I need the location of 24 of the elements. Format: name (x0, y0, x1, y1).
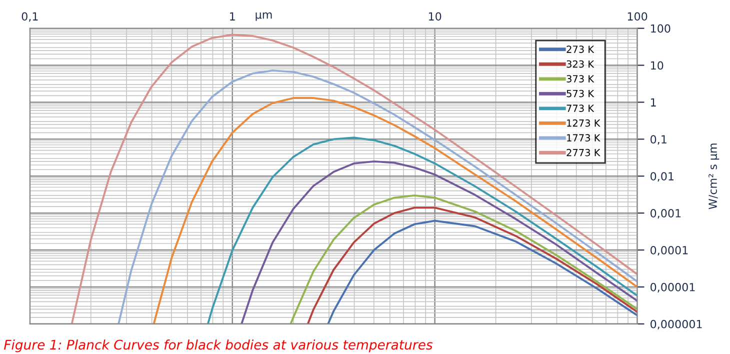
x-tick-label: 0,1 (22, 12, 38, 22)
legend-label: 573 K (566, 90, 594, 98)
y-axis-title: W/cm² s µm (708, 144, 720, 210)
legend-label: 773 K (566, 104, 594, 112)
x-tick-label: 100 (628, 12, 648, 21)
y-tick-label: 0,01 (650, 172, 674, 182)
y-tick-label: 0,1 (650, 135, 666, 145)
x-tick-label: 1 (230, 12, 235, 20)
legend-label: 1273 K (567, 119, 600, 127)
y-tick-label: 100 (651, 24, 670, 33)
legend-label: 373 K (566, 75, 594, 82)
legend-label: 1773 K (567, 134, 600, 142)
y-tick-label: 0,001 (650, 209, 681, 219)
y-tick-label: 0,00001 (650, 282, 695, 292)
y-tick-label: 0,000001 (650, 320, 702, 330)
x-axis-title: µm (256, 12, 272, 21)
legend-label: 323 K (566, 60, 594, 68)
legend-label: 2773 K (566, 148, 600, 156)
caption: Figure 1: Planck Curves for black bodies at various temperatures (4, 339, 433, 352)
y-tick-label: 1 (651, 98, 656, 106)
y-tick-label: 0,0001 (650, 246, 688, 256)
x-tick-label: 10 (428, 12, 442, 21)
y-tick-label: 10 (651, 61, 664, 70)
legend-label: 273 K (566, 46, 594, 53)
